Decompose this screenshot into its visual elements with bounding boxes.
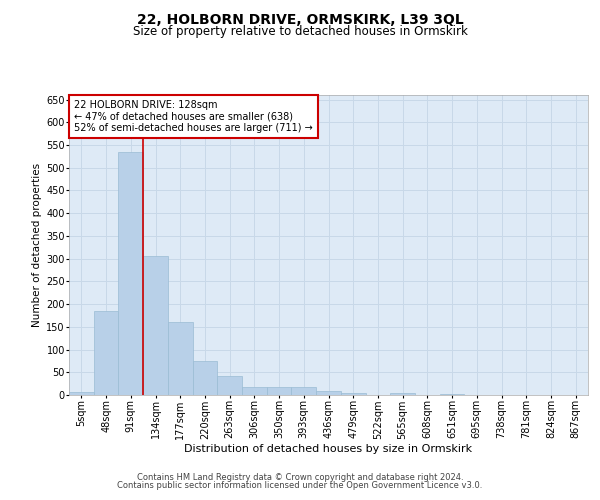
- Text: 22 HOLBORN DRIVE: 128sqm
← 47% of detached houses are smaller (638)
52% of semi-: 22 HOLBORN DRIVE: 128sqm ← 47% of detach…: [74, 100, 313, 132]
- Bar: [316, 391, 341, 395]
- Bar: [69, 392, 94, 395]
- Text: Contains public sector information licensed under the Open Government Licence v3: Contains public sector information licen…: [118, 481, 482, 490]
- Bar: [118, 152, 143, 395]
- X-axis label: Distribution of detached houses by size in Ormskirk: Distribution of detached houses by size …: [184, 444, 473, 454]
- Bar: [143, 256, 168, 395]
- Bar: [94, 312, 118, 395]
- Bar: [267, 387, 292, 395]
- Bar: [341, 392, 365, 395]
- Bar: [242, 388, 267, 395]
- Bar: [168, 322, 193, 395]
- Text: Size of property relative to detached houses in Ormskirk: Size of property relative to detached ho…: [133, 25, 467, 38]
- Y-axis label: Number of detached properties: Number of detached properties: [32, 163, 42, 327]
- Text: Contains HM Land Registry data © Crown copyright and database right 2024.: Contains HM Land Registry data © Crown c…: [137, 472, 463, 482]
- Bar: [390, 392, 415, 395]
- Bar: [217, 376, 242, 395]
- Text: 22, HOLBORN DRIVE, ORMSKIRK, L39 3QL: 22, HOLBORN DRIVE, ORMSKIRK, L39 3QL: [137, 12, 463, 26]
- Bar: [292, 387, 316, 395]
- Bar: [440, 394, 464, 395]
- Bar: [193, 361, 217, 395]
